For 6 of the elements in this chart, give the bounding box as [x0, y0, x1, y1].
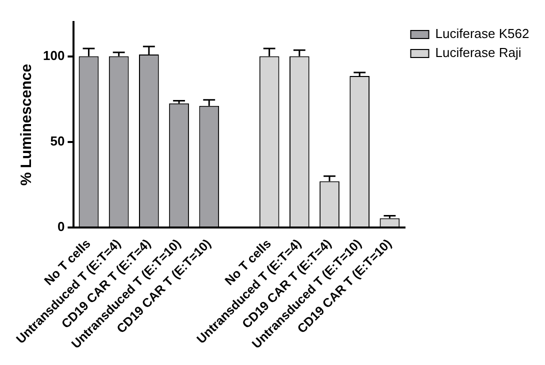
legend-label: Luciferase K562	[435, 26, 530, 42]
y-tick-label: 0	[57, 219, 65, 234]
y-tick-label: 100	[42, 48, 65, 63]
y-tick-label: 50	[50, 133, 65, 148]
legend-label: Luciferase Raji	[435, 45, 522, 60]
y-axis-title: % Luminescence	[18, 64, 36, 186]
